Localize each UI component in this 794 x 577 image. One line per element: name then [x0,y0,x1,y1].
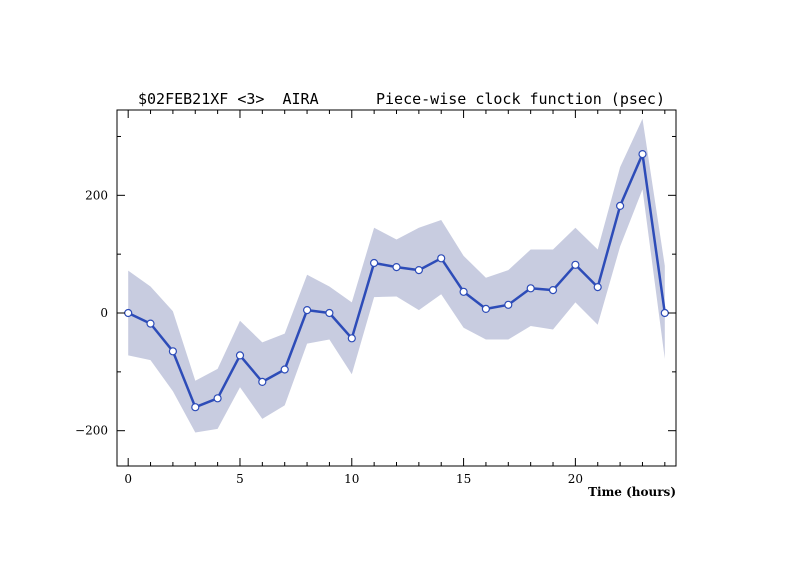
data-point-14 [437,254,446,263]
data-point-22 [615,201,625,210]
data-point-10 [347,334,356,343]
x-tick-label-15: 15 [456,472,471,486]
data-point-17 [504,300,513,309]
chart-title-description: Piece-wise clock function (psec) [376,90,665,108]
data-point-3 [191,403,200,412]
data-point-13 [414,266,423,275]
uncertainty-band [128,118,665,433]
data-point-23 [638,150,647,159]
x-axis-label: Time (hours) [588,485,676,499]
axis-ticks [117,110,676,466]
data-point-9 [325,308,334,318]
data-points-layer [124,150,669,412]
y-tick-label-0: 0 [100,306,108,320]
y-tick-label-200: 200 [85,188,108,202]
x-tick-label-5: 5 [236,472,244,486]
y-tick-label--200: −200 [75,424,108,438]
data-point-1 [146,319,155,328]
uncertainty-band-layer [128,118,665,433]
data-point-4 [213,394,222,403]
data-point-15 [459,287,468,296]
x-tick-label-20: 20 [568,472,583,486]
data-point-19 [548,286,558,295]
x-tick-label-0: 0 [124,472,132,486]
x-tick-label-10: 10 [344,472,359,486]
data-point-21 [593,283,602,292]
chart-title-source: $02FEB21XF <3> AIRA [138,90,319,108]
data-point-6 [258,377,267,386]
data-point-7 [280,365,289,374]
data-point-20 [571,260,580,269]
data-point-16 [481,304,490,313]
data-point-8 [303,306,312,315]
data-point-5 [235,351,245,360]
data-point-2 [168,347,177,356]
data-point-24 [660,308,669,318]
data-point-12 [392,263,401,272]
data-point-0 [124,308,133,318]
data-point-18 [526,284,535,293]
data-point-11 [370,258,379,268]
